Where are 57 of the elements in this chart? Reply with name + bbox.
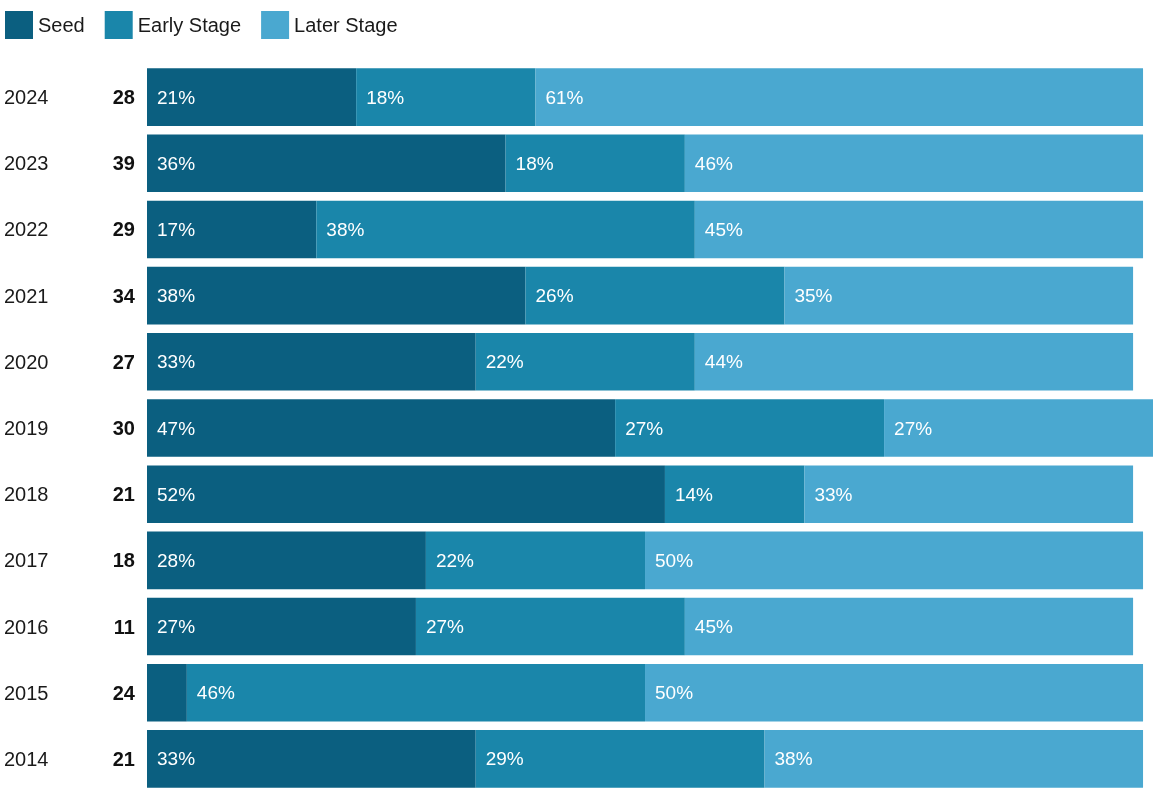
- text: 24: [112, 681, 136, 704]
- text: 27: [112, 350, 135, 373]
- data-label: 22%: [485, 351, 524, 373]
- data-label: 47%: [157, 417, 196, 439]
- text: 18: [112, 549, 135, 572]
- data-label: 44%: [704, 351, 743, 373]
- y-tick-label: 2022: [4, 218, 49, 241]
- text: 21: [112, 747, 135, 770]
- y-tick-label: 2021: [4, 284, 49, 307]
- text: 30: [112, 417, 135, 439]
- y-tick-label: 2024: [4, 86, 49, 109]
- y-tick-label: 2023: [4, 152, 49, 175]
- y-tick-label: 2017: [4, 549, 49, 572]
- data-label: 27%: [157, 616, 196, 638]
- data-label: 18%: [515, 152, 554, 174]
- data-label: 18%: [366, 86, 405, 108]
- y-tick-label: 2018: [4, 483, 49, 506]
- y-tick-label: 2014: [4, 747, 49, 770]
- data-label: 38%: [774, 748, 813, 770]
- data-label: 22%: [435, 549, 475, 571]
- data-label: 33%: [157, 748, 196, 770]
- data-label: 36%: [157, 152, 196, 174]
- y-tick-label: 2020: [4, 350, 49, 373]
- data-label: 50%: [655, 682, 694, 704]
- data-label: 50%: [655, 549, 694, 571]
- text: 21: [112, 483, 135, 506]
- data-label: 38%: [326, 218, 365, 240]
- text: 11: [113, 615, 135, 638]
- data-label: 46%: [694, 152, 733, 174]
- text: 39: [112, 152, 135, 175]
- data-label: 33%: [157, 351, 196, 373]
- legend-label: Later Stage: [294, 14, 398, 36]
- data-label: 27%: [425, 616, 465, 638]
- data-label: 45%: [694, 616, 733, 638]
- data-label: 26%: [535, 285, 574, 307]
- legend-label: Early Stage: [137, 14, 242, 36]
- text: 34: [112, 284, 136, 307]
- data-label: 45%: [704, 218, 743, 240]
- data-label: 29%: [485, 748, 524, 770]
- y-tick-label: 2015: [4, 681, 49, 704]
- y-tick-label: 2019: [4, 417, 49, 439]
- data-label: 17%: [157, 218, 196, 240]
- data-label: 14%: [674, 483, 714, 505]
- data-label: 38%: [157, 285, 196, 307]
- data-label: 27%: [894, 417, 933, 439]
- y-tick-label: 2016: [4, 615, 49, 638]
- data-label: 46%: [196, 682, 235, 704]
- data-label: 35%: [794, 285, 833, 307]
- text: 28: [112, 86, 135, 109]
- data-label: 21%: [157, 86, 196, 108]
- legend-label: Seed: [38, 14, 85, 36]
- data-label: 28%: [157, 549, 196, 571]
- data-label: 33%: [814, 483, 853, 505]
- data-label: 27%: [625, 417, 664, 439]
- data-label: 61%: [545, 86, 584, 108]
- text: 29: [112, 218, 135, 241]
- data-label: 52%: [157, 483, 196, 505]
